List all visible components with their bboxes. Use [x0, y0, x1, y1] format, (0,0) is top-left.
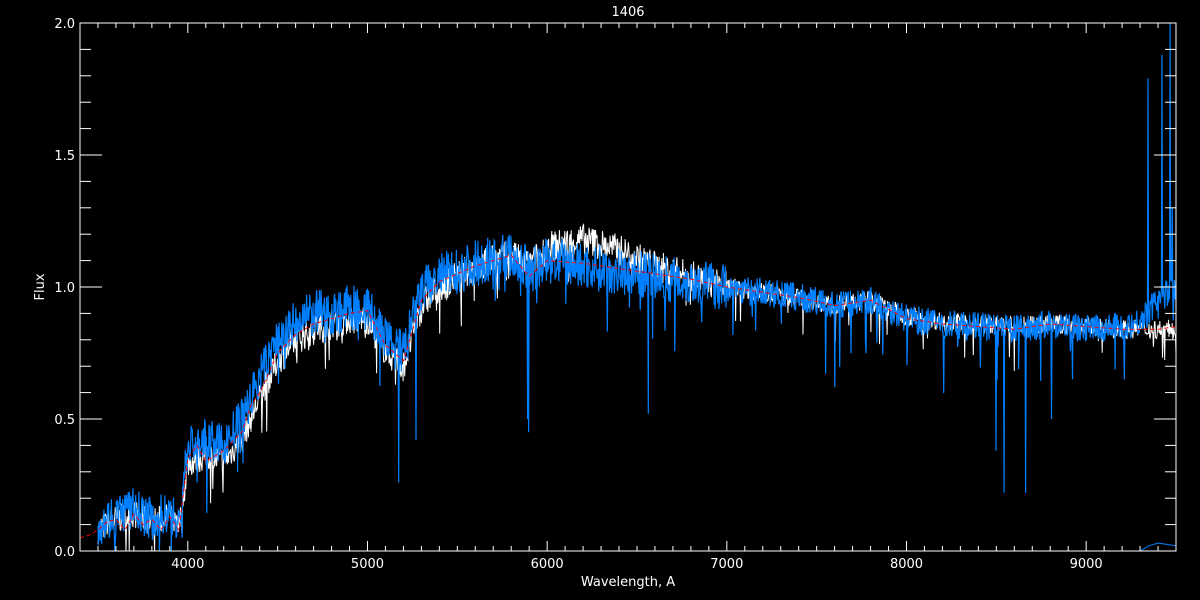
x-tick-label: 8000 [890, 557, 923, 572]
model-spectrum-line [97, 22, 1177, 552]
x-tick-label: 9000 [1070, 557, 1103, 572]
x-axis-label: Wavelength, A [581, 575, 675, 590]
series-layer [79, 22, 1177, 552]
y-tick-label: 1.5 [54, 149, 75, 164]
y-axis-label: Flux [33, 273, 48, 300]
x-tick-label: 5000 [351, 557, 384, 572]
observed-spectrum-line [97, 222, 1177, 552]
y-tick-label: 1.0 [54, 281, 75, 296]
y-tick-label: 0.5 [54, 413, 75, 428]
chart-title: 1406 [611, 5, 644, 20]
x-tick-label: 7000 [710, 557, 743, 572]
smoothed-fit-line [79, 254, 1177, 539]
axes-layer: 4000 5000 6000 7000 8000 9000 0.0 0.5 1.0 1.5 2.0 [54, 17, 1177, 572]
x-tick-label: 4000 [171, 557, 204, 572]
y-tick-label: 2.0 [54, 17, 75, 32]
y-tick-label: 0.0 [54, 545, 75, 560]
x-tick-label: 6000 [531, 557, 564, 572]
